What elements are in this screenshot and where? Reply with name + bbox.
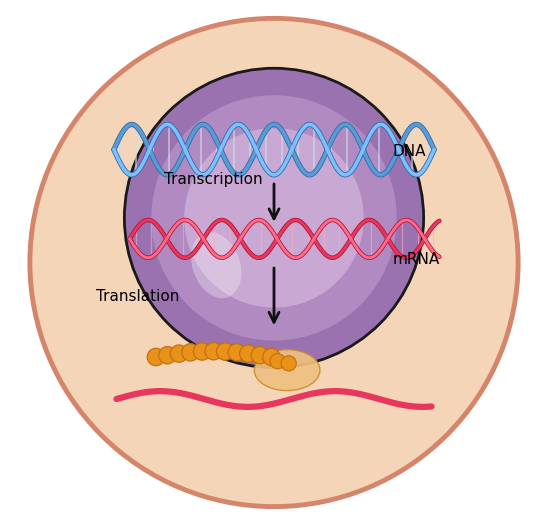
Circle shape — [124, 68, 424, 368]
Ellipse shape — [254, 350, 320, 391]
Ellipse shape — [30, 18, 518, 507]
Circle shape — [170, 345, 187, 362]
Circle shape — [216, 343, 234, 360]
Circle shape — [262, 349, 280, 366]
Circle shape — [251, 346, 269, 364]
Circle shape — [239, 345, 257, 362]
Circle shape — [270, 353, 286, 369]
Text: mRNA: mRNA — [392, 253, 439, 267]
Circle shape — [147, 349, 164, 366]
Circle shape — [205, 343, 222, 360]
Circle shape — [228, 344, 246, 361]
Circle shape — [159, 346, 176, 364]
Circle shape — [281, 355, 296, 371]
Circle shape — [193, 343, 211, 360]
Circle shape — [184, 128, 364, 308]
Text: Translation: Translation — [95, 289, 179, 304]
Circle shape — [182, 344, 199, 361]
Ellipse shape — [191, 232, 241, 298]
Circle shape — [151, 95, 397, 341]
Text: DNA: DNA — [392, 144, 426, 159]
Text: Transcription: Transcription — [164, 172, 262, 187]
